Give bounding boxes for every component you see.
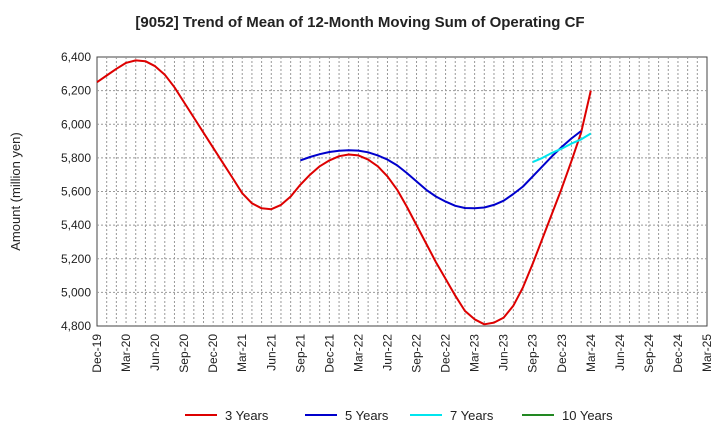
series-line-5-years: [299, 130, 582, 210]
x-tick-label: Sep-23: [526, 334, 540, 373]
x-tick-label: Sep-21: [293, 334, 307, 373]
y-tick-label: 6,200: [61, 84, 91, 98]
x-tick-label: Mar-23: [468, 334, 482, 372]
x-tick-label: Dec-23: [555, 334, 569, 373]
x-tick-label: Mar-20: [119, 334, 133, 372]
y-tick-label: 5,400: [61, 218, 91, 232]
series-layer: [96, 59, 592, 326]
y-tick-label: 5,600: [61, 185, 91, 199]
x-tick-label: Jun-20: [148, 334, 162, 371]
x-tick-label: Mar-25: [700, 334, 714, 372]
series-line-7-years: [532, 132, 592, 164]
y-tick-label: 4,800: [61, 319, 91, 333]
y-tick-label: 5,000: [61, 285, 91, 299]
y-tick-label: 6,000: [61, 117, 91, 131]
x-tick-label: Mar-21: [235, 334, 249, 372]
legend-label-7-years: 7 Years: [450, 408, 494, 423]
chart-title: [9052] Trend of Mean of 12-Month Moving …: [135, 14, 585, 31]
legend-label-10-years: 10 Years: [562, 408, 613, 423]
y-axis-label: Amount (million yen): [8, 132, 23, 251]
axis-layer: 4,800 5,000 5,200 5,400 5,600 5,800 6,000 6,200…: [61, 50, 714, 373]
y-tick-label: 5,800: [61, 151, 91, 165]
x-tick-label: Jun-24: [613, 334, 627, 371]
x-tick-label: Sep-20: [177, 334, 191, 373]
x-tick-label: Mar-24: [584, 334, 598, 372]
x-tick-label: Dec-22: [439, 334, 453, 373]
x-tick-label: Jun-23: [497, 334, 511, 371]
x-tick-label: Dec-21: [322, 334, 336, 373]
y-tick-label: 6,400: [61, 50, 91, 64]
legend-label-5-years: 5 Years: [345, 408, 389, 423]
x-tick-label: Dec-20: [206, 334, 220, 373]
grid-layer: [96, 56, 708, 327]
x-tick-label: Mar-22: [351, 334, 365, 372]
x-tick-label: Dec-19: [90, 334, 104, 373]
x-tick-label: Sep-22: [410, 334, 424, 373]
x-tick-label: Jun-22: [380, 334, 394, 371]
x-tick-label: Sep-24: [642, 334, 656, 373]
legend-label-3-years: 3 Years: [225, 408, 269, 423]
x-tick-label: Dec-24: [671, 334, 685, 373]
y-tick-label: 5,200: [61, 252, 91, 266]
x-tick-label: Jun-21: [264, 334, 278, 371]
legend: 3 Years 5 Years 7 Years 10 Years: [185, 408, 613, 423]
series-line-3-years: [96, 59, 592, 326]
